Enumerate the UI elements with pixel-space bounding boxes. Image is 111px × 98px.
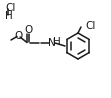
- Text: O: O: [24, 25, 32, 35]
- Text: H: H: [5, 11, 13, 21]
- Text: Cl: Cl: [85, 21, 95, 31]
- Text: O: O: [14, 31, 22, 41]
- Text: Cl: Cl: [5, 3, 15, 13]
- Text: N: N: [48, 38, 56, 48]
- Text: H: H: [53, 37, 61, 47]
